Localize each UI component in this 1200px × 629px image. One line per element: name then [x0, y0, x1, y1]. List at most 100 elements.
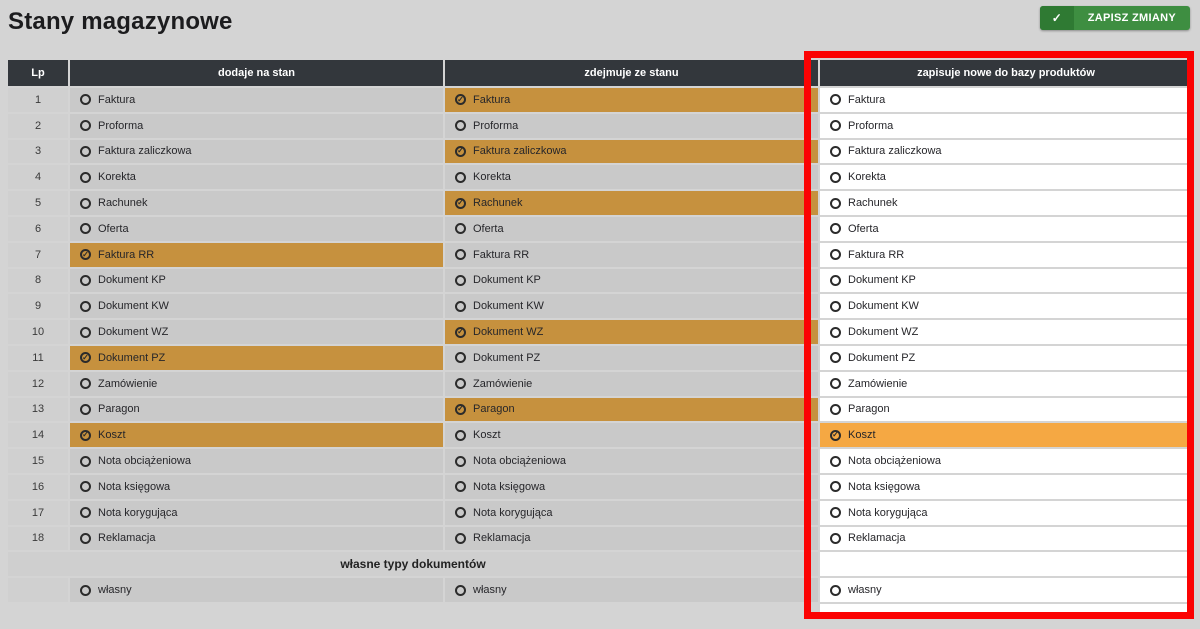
- radio-icon: [830, 352, 841, 364]
- remove-from-stock-option[interactable]: Proforma: [445, 113, 818, 138]
- doc-type-label: Paragon: [98, 403, 140, 416]
- radio-icon: [80, 274, 91, 286]
- remove-from-stock-option[interactable]: Koszt: [445, 423, 818, 448]
- add-to-stock-option[interactable]: Rachunek: [70, 191, 443, 215]
- add-to-stock-option[interactable]: Paragon: [70, 397, 443, 422]
- custom-type-row: własny własny własny: [8, 578, 1192, 602]
- table-row: 1 Faktura ✓ Faktura Faktura: [8, 88, 1192, 112]
- doc-type-label: Faktura: [473, 93, 511, 106]
- doc-type-label: Paragon: [848, 403, 890, 416]
- remove-from-stock-option[interactable]: Nota księgowa: [445, 474, 818, 499]
- radio-icon: [830, 197, 841, 209]
- doc-type-label: Oferta: [473, 222, 504, 235]
- doc-type-label: Dokument PZ: [98, 351, 166, 364]
- save-to-product-db-option[interactable]: Dokument KP: [820, 268, 1192, 293]
- save-to-product-db-option[interactable]: Faktura: [820, 88, 1192, 112]
- radio-icon: [80, 455, 91, 467]
- add-to-stock-option[interactable]: Oferta: [70, 216, 443, 241]
- save-to-product-db-option[interactable]: Nota obciążeniowa: [820, 449, 1192, 473]
- remove-from-stock-option[interactable]: Dokument PZ: [445, 345, 818, 370]
- save-changes-button[interactable]: ✓ ZAPISZ ZMIANY: [1039, 6, 1190, 30]
- doc-type-label: Nota obciążeniowa: [848, 455, 941, 468]
- add-to-stock-option[interactable]: ✓ Faktura RR: [70, 242, 443, 267]
- add-to-stock-option[interactable]: ✓ Koszt: [70, 423, 443, 448]
- add-to-stock-option[interactable]: Faktura zaliczkowa: [70, 139, 443, 164]
- remove-from-stock-option[interactable]: Nota obciążeniowa: [445, 449, 818, 473]
- doc-type-label: Faktura RR: [848, 248, 905, 261]
- add-to-stock-option[interactable]: Nota księgowa: [70, 474, 443, 499]
- save-to-product-db-option[interactable]: ✓ Koszt: [820, 423, 1192, 448]
- radio-icon: [80, 145, 91, 157]
- remove-from-stock-option[interactable]: ✓ Faktura: [445, 88, 818, 112]
- add-to-stock-option[interactable]: Proforma: [70, 113, 443, 138]
- radio-icon: [830, 300, 841, 312]
- add-to-stock-option[interactable]: Zamówienie: [70, 371, 443, 396]
- remove-from-stock-option[interactable]: Dokument KP: [445, 268, 818, 293]
- remove-from-stock-option[interactable]: Dokument KW: [445, 294, 818, 319]
- header-saves-new-to-product-db: zapisuje nowe do bazy produktów: [820, 60, 1192, 86]
- remove-from-stock-option[interactable]: ✓ Rachunek: [445, 191, 818, 215]
- save-to-product-db-option[interactable]: Nota księgowa: [820, 474, 1192, 499]
- radio-icon: [455, 455, 466, 467]
- save-to-product-db-option[interactable]: Rachunek: [820, 191, 1192, 215]
- save-to-product-db-option[interactable]: Paragon: [820, 397, 1192, 422]
- remove-from-stock-option[interactable]: Zamówienie: [445, 371, 818, 396]
- save-to-product-db-option[interactable]: Faktura zaliczkowa: [820, 139, 1192, 164]
- save-to-product-db-option[interactable]: Korekta: [820, 165, 1192, 190]
- row-number: 9: [8, 294, 68, 319]
- add-to-stock-option[interactable]: Nota obciążeniowa: [70, 449, 443, 473]
- doc-type-label: Nota korygująca: [473, 506, 553, 519]
- doc-type-label: Reklamacja: [473, 532, 531, 545]
- save-to-product-db-option[interactable]: Dokument WZ: [820, 320, 1192, 344]
- doc-type-label: Dokument KP: [848, 274, 916, 287]
- doc-type-label: Nota księgowa: [98, 480, 171, 493]
- radio-icon: [830, 171, 841, 183]
- custom-add-option[interactable]: własny: [70, 578, 443, 602]
- custom-save-option[interactable]: własny: [820, 578, 1192, 602]
- doc-type-label: Koszt: [98, 429, 126, 442]
- remove-from-stock-option[interactable]: Reklamacja: [445, 526, 818, 551]
- add-to-stock-option[interactable]: ✓ Dokument PZ: [70, 345, 443, 370]
- remove-from-stock-option[interactable]: Nota korygująca: [445, 500, 818, 525]
- save-to-product-db-option[interactable]: Oferta: [820, 216, 1192, 241]
- table-body: 1 Faktura ✓ Faktura Faktura 2 Proforma P…: [8, 88, 1192, 551]
- add-to-stock-option[interactable]: Nota korygująca: [70, 500, 443, 525]
- save-to-product-db-option[interactable]: Dokument KW: [820, 294, 1192, 319]
- save-to-product-db-option[interactable]: Proforma: [820, 113, 1192, 138]
- radio-icon: [455, 274, 466, 286]
- save-to-product-db-option[interactable]: Dokument PZ: [820, 345, 1192, 370]
- remove-from-stock-option[interactable]: ✓ Dokument WZ: [445, 320, 818, 344]
- custom-section-save-cell: [820, 552, 1192, 577]
- row-number: 15: [8, 449, 68, 473]
- radio-checked-icon: ✓: [455, 145, 466, 157]
- add-to-stock-option[interactable]: Dokument KW: [70, 294, 443, 319]
- save-button-label: ZAPISZ ZMIANY: [1087, 12, 1176, 24]
- remove-from-stock-option[interactable]: ✓ Faktura zaliczkowa: [445, 139, 818, 164]
- row-number: 4: [8, 165, 68, 190]
- save-to-product-db-option[interactable]: Faktura RR: [820, 242, 1192, 267]
- add-to-stock-option[interactable]: Faktura: [70, 88, 443, 112]
- remove-from-stock-option[interactable]: Oferta: [445, 216, 818, 241]
- add-to-stock-option[interactable]: Korekta: [70, 165, 443, 190]
- save-to-product-db-option[interactable]: Zamówienie: [820, 371, 1192, 396]
- doc-type-label: Zamówienie: [98, 377, 158, 390]
- table-row: 16 Nota księgowa Nota księgowa Nota księ…: [8, 474, 1192, 499]
- remove-from-stock-option[interactable]: ✓ Paragon: [445, 397, 818, 422]
- custom-row-lp-cell: [8, 578, 68, 602]
- doc-type-label: Dokument KW: [848, 300, 919, 313]
- doc-type-label: Nota księgowa: [848, 480, 921, 493]
- row-number: 1: [8, 88, 68, 112]
- radio-checked-icon: ✓: [455, 326, 466, 338]
- remove-from-stock-option[interactable]: Faktura RR: [445, 242, 818, 267]
- add-to-stock-option[interactable]: Reklamacja: [70, 526, 443, 551]
- add-to-stock-option[interactable]: Dokument KP: [70, 268, 443, 293]
- save-to-product-db-option[interactable]: Reklamacja: [820, 526, 1192, 551]
- doc-type-label: Koszt: [473, 429, 501, 442]
- radio-checked-icon: ✓: [80, 249, 91, 261]
- remove-from-stock-option[interactable]: Korekta: [445, 165, 818, 190]
- add-to-stock-option[interactable]: Dokument WZ: [70, 320, 443, 344]
- custom-remove-option[interactable]: własny: [445, 578, 818, 602]
- save-to-product-db-option[interactable]: Nota korygująca: [820, 500, 1192, 525]
- radio-icon: [455, 171, 466, 183]
- doc-type-label: Paragon: [473, 403, 515, 416]
